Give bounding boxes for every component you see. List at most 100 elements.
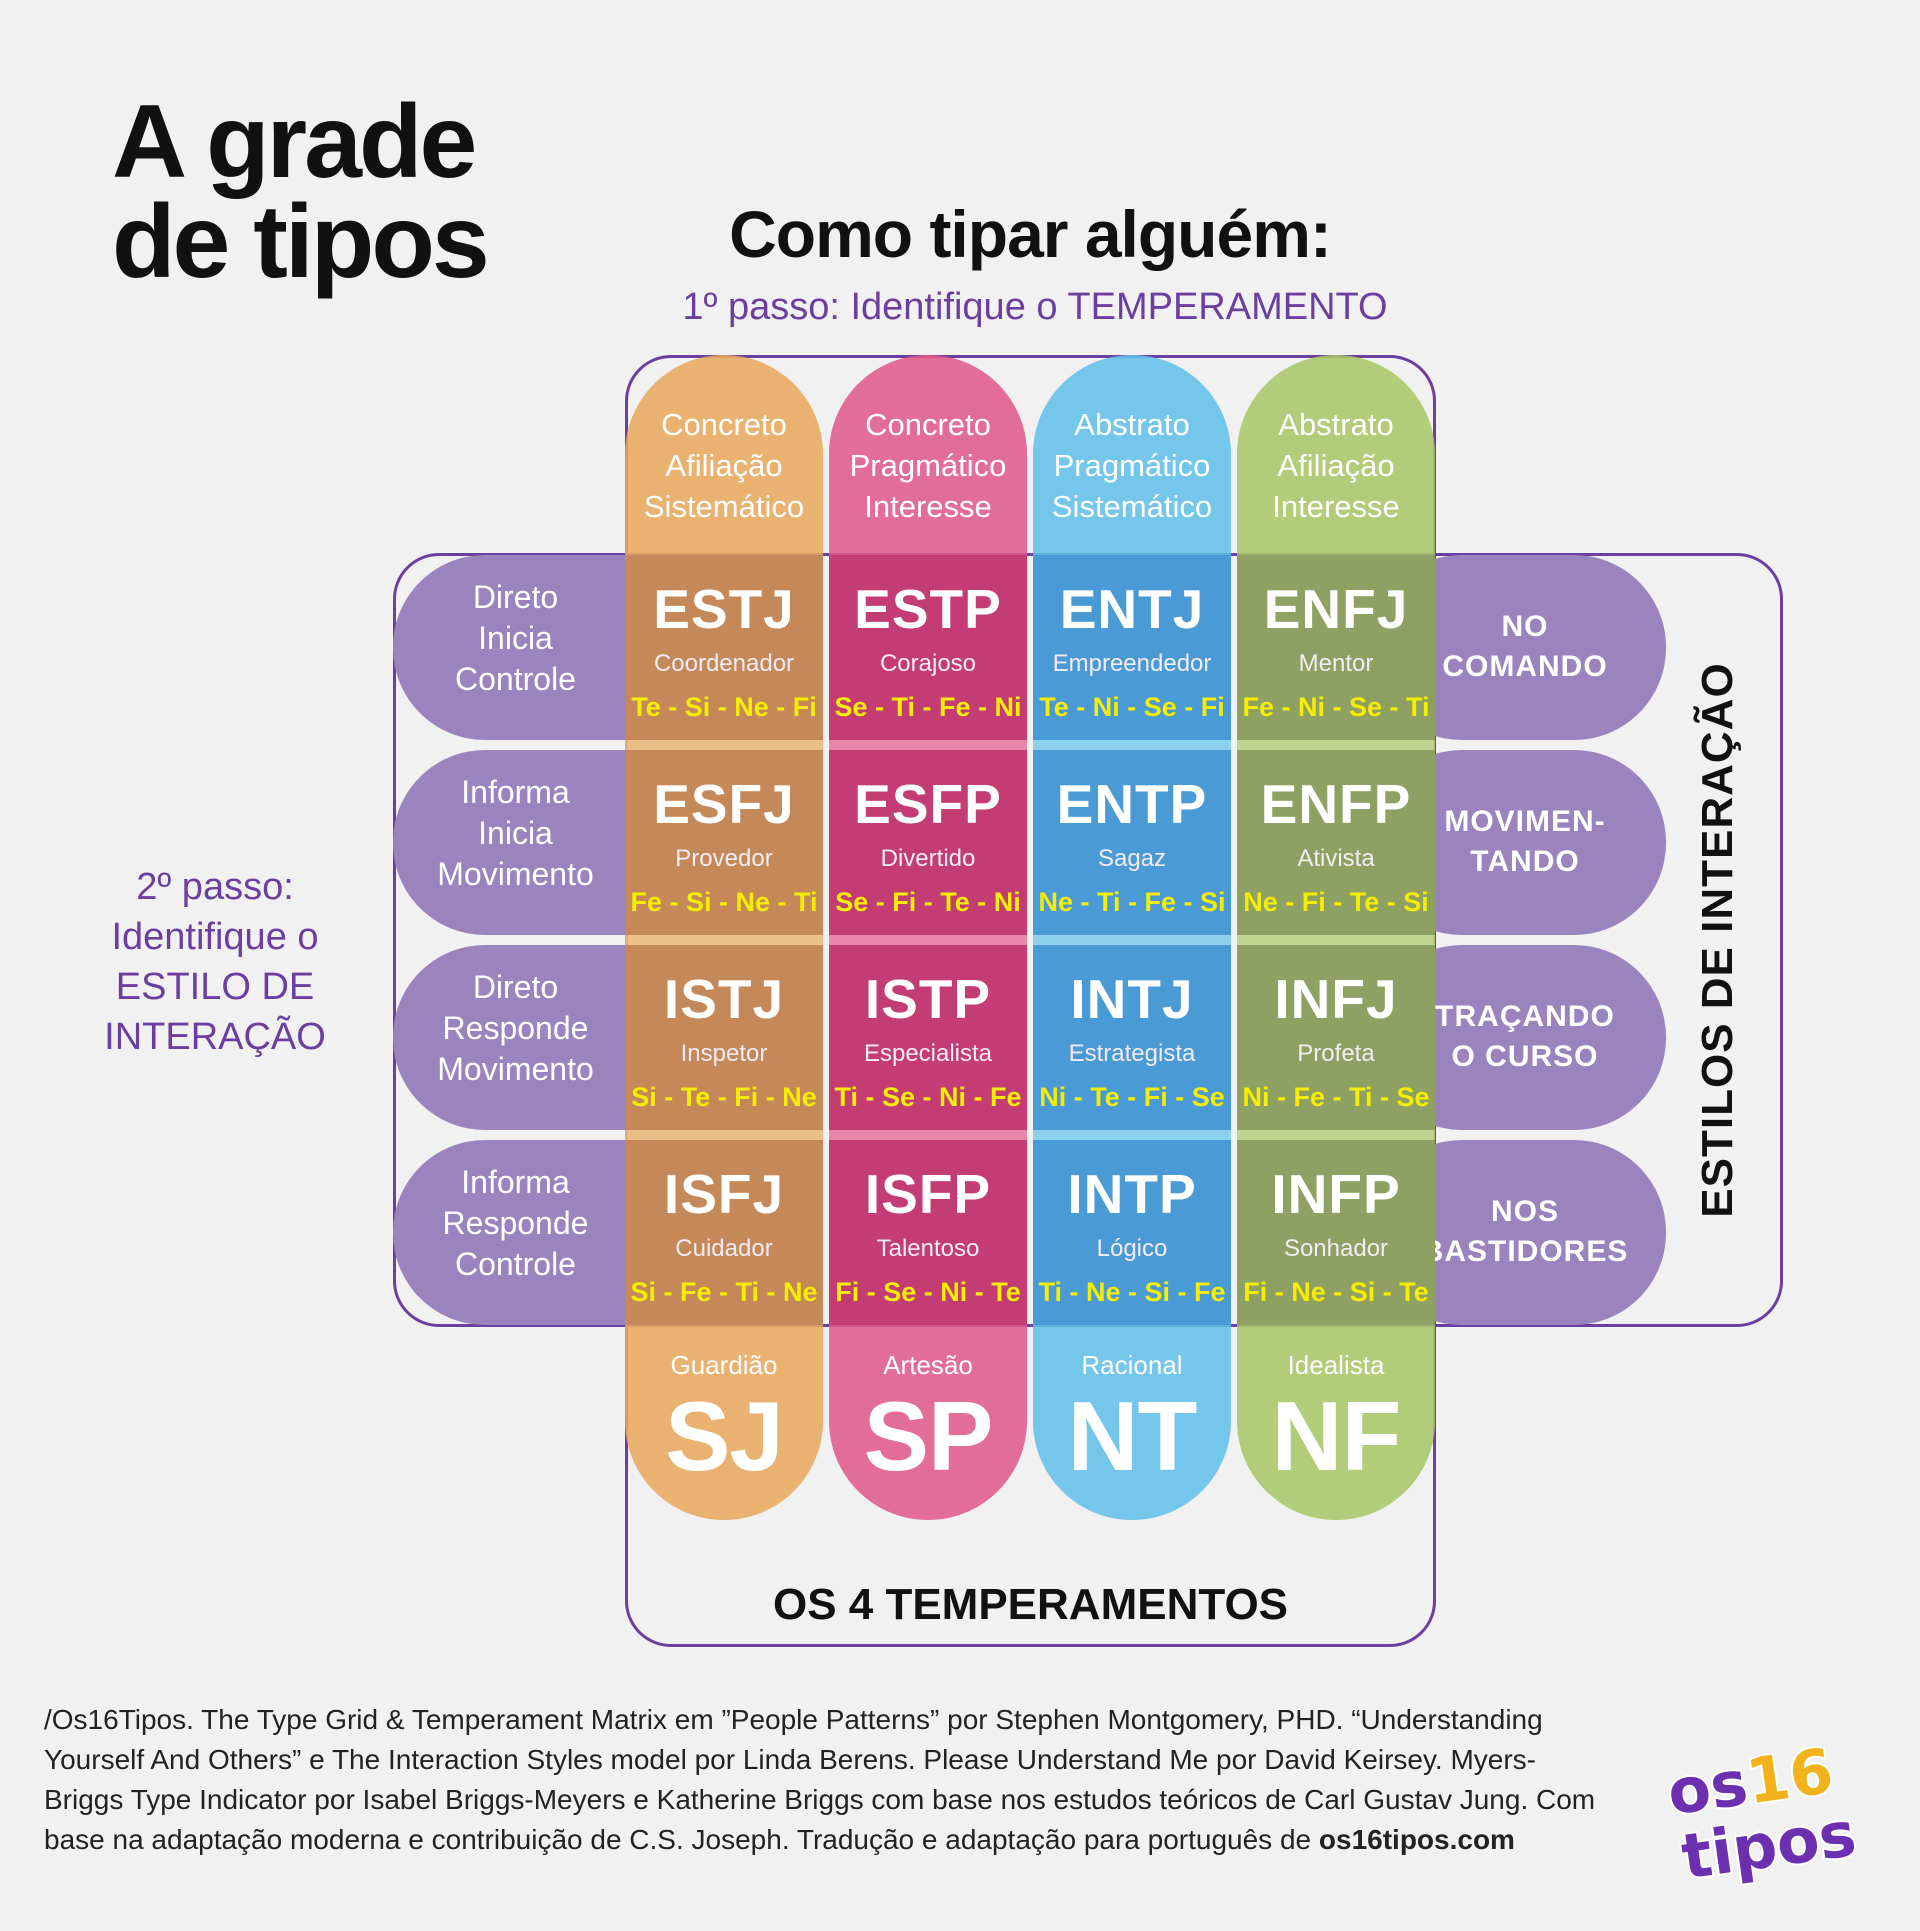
type-cell-intp: INTP Lógico Ti - Ne - Si - Fe: [1033, 1140, 1231, 1325]
type-functions: Te - Si - Ne - Fi: [631, 692, 817, 722]
type-code: ISTP: [864, 968, 992, 1030]
row-2-right-line-2: TANDO: [1470, 845, 1580, 878]
row-3-left-line-1: Direto: [472, 969, 559, 1005]
type-cell-enfj: ENFJ Mentor Fe - Ni - Se - Ti: [1237, 555, 1435, 740]
column-header-4: Abstrato Afiliação Interesse: [1237, 404, 1435, 527]
row-4-right-line-1: NOS: [1490, 1195, 1559, 1228]
type-functions: Fi - Se - Ni - Te: [835, 1277, 1021, 1307]
type-code: ENTP: [1056, 773, 1208, 835]
type-cell-intj: INTJ Estrategista Ni - Te - Fi - Se: [1033, 945, 1231, 1130]
row-4-left-line-1: Informa: [461, 1164, 570, 1200]
four-temperaments-label: OS 4 TEMPERAMENTOS: [772, 1580, 1289, 1629]
cell-separator: [1237, 935, 1435, 945]
type-cell-esfj: ESFJ Provedor Fe - Si - Ne - Ti: [625, 750, 823, 935]
row-3-right-line-1: TRAÇANDO: [1435, 1000, 1615, 1033]
row-left-label-4: Informa Responde Controle: [393, 1162, 638, 1285]
logo-graphic: os16 tipos: [1661, 1732, 1862, 1896]
row-left-label-1: Direto Inicia Controle: [393, 577, 638, 700]
column-header-2: Concreto Pragmático Interesse: [829, 404, 1027, 527]
type-name: Sagaz: [1097, 845, 1167, 872]
temperament-column-4: [1237, 355, 1435, 1520]
type-functions: Fi - Ne - Si - Te: [1243, 1277, 1429, 1307]
type-code: ENTJ: [1059, 578, 1205, 640]
column-header-1: Concreto Afiliação Sistemático: [625, 404, 823, 527]
column-1-header-line-2: Afiliação: [665, 448, 783, 483]
type-name: Lógico: [1096, 1235, 1168, 1262]
row-right-label-3: TRAÇANDO O CURSO: [1410, 997, 1640, 1077]
column-3-header-line-1: Abstrato: [1074, 407, 1190, 442]
temperament-code-4: NF: [1271, 1381, 1402, 1491]
type-name: Estrategista: [1068, 1040, 1196, 1067]
row-right-label-2: MOVIMEN- TANDO: [1410, 802, 1640, 882]
column-4-header-line-3: Interesse: [1272, 489, 1400, 524]
type-code: ENFJ: [1263, 578, 1409, 640]
type-name: Inspetor: [680, 1040, 768, 1067]
step-2-line-2: Identifique o: [111, 916, 319, 958]
row-left-label-2: Informa Inicia Movimento: [393, 772, 638, 895]
type-name: Coordenador: [653, 650, 795, 677]
type-name: Divertido: [880, 845, 976, 872]
step-2-line-1: 2º passo:: [136, 866, 294, 908]
title-line-1: A grade: [112, 84, 477, 200]
type-code: INTP: [1067, 1163, 1197, 1225]
row-right-label-4: NOS BASTIDORES: [1410, 1192, 1640, 1272]
step-2-label: 2º passo: Identifique o ESTILO DE INTERA…: [60, 862, 370, 1062]
type-cell-enfp: ENFP Ativista Ne - Fi - Te - Si: [1237, 750, 1435, 935]
cell-separator: [1237, 1130, 1435, 1140]
row-1-right-line-2: COMANDO: [1442, 650, 1608, 683]
row-4-right-line-2: BASTIDORES: [1421, 1235, 1629, 1268]
how-to-heading: Como tipar alguém:: [729, 197, 1332, 271]
type-name: Ativista: [1297, 845, 1375, 872]
title-line-2: de tipos: [112, 184, 490, 300]
temperament-column-2: [829, 355, 1027, 1520]
type-functions: Fe - Ni - Se - Ti: [1242, 692, 1430, 722]
type-name: Cuidador: [675, 1235, 773, 1262]
row-right-label-1: NO COMANDO: [1410, 607, 1640, 687]
type-functions: Se - Fi - Te - Ni: [835, 887, 1021, 917]
type-code: ISTJ: [663, 968, 785, 1030]
type-functions: Se - Ti - Fe - Ni: [834, 692, 1022, 722]
type-name: Profeta: [1297, 1040, 1375, 1067]
row-3-left-line-2: Responde: [442, 1010, 589, 1046]
column-4-header-line-1: Abstrato: [1278, 407, 1394, 442]
type-cell-isfp: ISFP Talentoso Fi - Se - Ni - Te: [829, 1140, 1027, 1325]
cell-separator: [1033, 1130, 1231, 1140]
type-code: ENFP: [1260, 773, 1412, 835]
type-cell-istp: ISTP Especialista Ti - Se - Ni - Fe: [829, 945, 1027, 1130]
type-cell-isfj: ISFJ Cuidador Si - Fe - Ti - Ne: [625, 1140, 823, 1325]
type-functions: Ne - Fi - Te - Si: [1243, 887, 1429, 917]
column-2-header-line-1: Concreto: [865, 407, 991, 442]
row-left-label-3: Direto Responde Movimento: [393, 967, 638, 1090]
row-1-left-line-1: Direto: [472, 579, 559, 615]
type-functions: Si - Te - Fi - Ne: [631, 1082, 817, 1112]
credits-site-link[interactable]: os16tipos.com: [1318, 1824, 1515, 1855]
type-functions: Ni - Fe - Ti - Se: [1242, 1082, 1430, 1112]
row-2-right-line-1: MOVIMEN-: [1444, 805, 1606, 838]
page-title: A grade de tipos: [112, 84, 712, 300]
temperament-column-3: [1033, 355, 1231, 1520]
temperament-name-3: Racional: [1081, 1350, 1183, 1380]
type-name: Especialista: [863, 1040, 993, 1067]
logo-text-top: os16: [1663, 1740, 1837, 1829]
type-functions: Ni - Te - Fi - Se: [1039, 1082, 1225, 1112]
type-name: Mentor: [1298, 650, 1374, 677]
temperament-code-1: SJ: [665, 1381, 784, 1491]
type-code: INFJ: [1274, 968, 1398, 1030]
type-cell-infj: INFJ Profeta Ni - Fe - Ti - Se: [1237, 945, 1435, 1130]
type-name: Talentoso: [876, 1235, 980, 1262]
type-name: Sonhador: [1283, 1235, 1389, 1262]
column-3-header-line-3: Sistemático: [1051, 489, 1213, 524]
row-4-left-line-3: Controle: [455, 1246, 576, 1282]
type-cell-entp: ENTP Sagaz Ne - Ti - Fe - Si: [1033, 750, 1231, 935]
row-1-right-line-1: NO: [1501, 610, 1549, 643]
type-cell-infp: INFP Sonhador Fi - Ne - Si - Te: [1237, 1140, 1435, 1325]
type-name: Empreendedor: [1052, 650, 1212, 677]
row-2-left-line-1: Informa: [461, 774, 570, 810]
type-functions: Fe - Si - Ne - Ti: [630, 887, 818, 917]
type-code: ISFJ: [663, 1163, 785, 1225]
temperament-name-2: Artesão: [883, 1350, 973, 1380]
cell-separator: [829, 1130, 1027, 1140]
cell-separator: [625, 1130, 823, 1140]
type-cell-istj: ISTJ Inspetor Si - Te - Fi - Ne: [625, 945, 823, 1130]
cell-separator: [1033, 740, 1231, 750]
